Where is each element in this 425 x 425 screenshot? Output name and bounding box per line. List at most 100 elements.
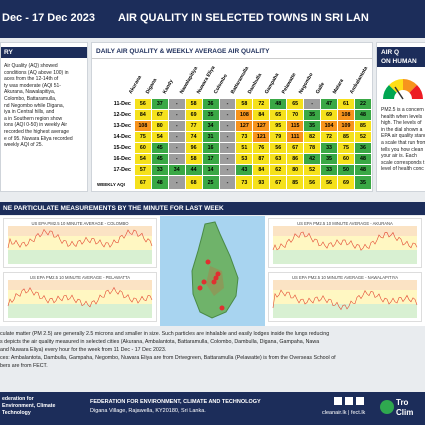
row-label: 12-Dec [96, 109, 135, 121]
trace [7, 286, 153, 308]
gauge [383, 79, 423, 103]
org-short: ederation for Environment, Climate Techn… [2, 396, 56, 416]
column-header: Pelawatte [280, 72, 298, 95]
summary-text: Air Quality (AQ) showed conditions (AQ ab… [4, 63, 88, 149]
aq-cell: 108 [337, 109, 355, 121]
column-header: Negombo [297, 72, 315, 95]
table-row: 13-Dec 108 80-77 34-127 127 95 115 35 104 109 85 [96, 120, 373, 132]
aq-cell: - [218, 175, 237, 190]
aq-cell: - [218, 153, 237, 165]
aq-cell: 25 [201, 175, 220, 190]
column-header: Ambalantota [348, 65, 370, 95]
aq-cell: 48 [269, 98, 288, 110]
aq-cell: 47 [320, 98, 338, 110]
aq-cell: 93 [252, 175, 271, 190]
row-label: WEEKLY AQI [96, 175, 135, 190]
aq-cell: 16 [201, 142, 220, 154]
aq-cell: 58 [184, 98, 203, 110]
summary-panel: RY Air Quality (AQ) showed conditions (AQ… [0, 42, 88, 192]
impact-panel: AIR Q ON HUMAN PM2.5 is a concern health … [376, 42, 425, 192]
aqi-band [273, 290, 417, 304]
aq-cell: 56 [133, 98, 152, 110]
banner-title: AIR QUALITY IN SELECTED TOWNS IN SRI LAN [118, 12, 369, 24]
aq-cell: - [218, 164, 237, 176]
table-row: 17-Dec 57 33 34 44 14-43 84 62 80 52 33 50 48 [96, 164, 373, 176]
summary-line: recorded the highest average [4, 128, 70, 135]
aqi-band [8, 280, 152, 290]
aq-cell: 127 [235, 120, 254, 132]
aq-cell: 127 [252, 120, 271, 132]
aq-cell: 34 [201, 120, 220, 132]
aq-cell: 35 [303, 120, 322, 132]
aq-cell: - [167, 175, 186, 190]
minute-chart-plot [272, 280, 418, 318]
aqi-band [8, 236, 152, 250]
aqi-band [273, 280, 417, 290]
table-panel: DAILY AIR QUALITY & WEEKLY AVERAGE AIR Q… [91, 42, 373, 192]
summary-line: nd Negombo while Digana, [4, 102, 65, 109]
aq-cell: 48 [353, 153, 373, 165]
trace [7, 228, 153, 249]
minute-title: NE PARTICULATE MEASUREMENTS BY THE MINUT… [3, 205, 224, 212]
summary-line: e of 95. Nuwara Eliya recorded [4, 135, 73, 142]
web[interactable]: cleanair.lk | fect.lk [322, 410, 366, 416]
icon-linkedin[interactable] [345, 397, 353, 405]
aq-cell: 35 [353, 175, 373, 190]
aq-cell: 22 [353, 98, 373, 110]
aqi-band [8, 226, 152, 236]
aq-cell: - [218, 109, 237, 121]
minute-chart-plot [7, 226, 153, 264]
column-header: Kandy [161, 78, 175, 95]
note-line: culate matter (PM 2.5) are generally 2.5… [0, 331, 330, 337]
aq-cell: 65 [286, 98, 305, 110]
row-label: 14-Dec [96, 131, 135, 143]
column-header: Digana [144, 77, 159, 95]
aq-cell: - [167, 120, 186, 132]
aq-cell: 35 [320, 153, 338, 165]
note-line: ces: Ambalantota, Dambulla, Gampaha, Neg… [0, 355, 336, 361]
aq-cell: 35 [201, 109, 220, 121]
aq-cell: 36 [201, 98, 220, 110]
aq-cell: 67 [133, 175, 152, 190]
org-address: Digana Village, Rajawella, KY20180, Sri … [90, 408, 206, 414]
divider [92, 58, 372, 59]
aq-cell: 68 [184, 175, 203, 190]
impact-line: a scale that run from [381, 139, 425, 146]
summary-line: conditions (AQ above 100) in [4, 69, 69, 76]
aq-cell: 48 [353, 164, 373, 176]
summary-line: aces from the 12-14th of [4, 76, 59, 83]
aq-cell: 17 [201, 153, 220, 165]
minute-chart-title: US EPA PM2.5 10 MINUTE AVERAGE - PELAWAT… [29, 275, 131, 280]
aq-cell: 54 [150, 131, 169, 143]
aq-cell: 44 [184, 164, 203, 176]
icon-facebook[interactable] [334, 397, 342, 405]
impact-title: AIR Q [381, 49, 400, 56]
aq-cell: 51 [235, 142, 254, 154]
icon-mail[interactable] [356, 397, 364, 405]
brand: Tro Clim [396, 398, 414, 417]
impact-header: AIR Q ON HUMAN [377, 47, 425, 67]
aq-cell: 108 [235, 109, 254, 121]
aq-cell: 111 [286, 131, 305, 143]
impact-text: PM2.5 is a concern health when levels high… [381, 107, 425, 173]
map [160, 216, 265, 326]
aq-cell: 58 [235, 98, 254, 110]
aq-cell: 60 [337, 153, 355, 165]
aq-cell: 85 [353, 120, 373, 132]
impact-line: level of health conc [381, 166, 424, 173]
row-label: 17-Dec [96, 164, 135, 176]
summary-line: Colombo, Battaramulla, [4, 95, 57, 102]
aqi-band [8, 290, 152, 304]
aqi-band [273, 236, 417, 250]
impact-line: high. The levels of [381, 120, 422, 127]
aq-cell: 58 [184, 153, 203, 165]
aq-cell: 48 [353, 109, 373, 121]
footer: ederation for Environment, Climate Techn… [0, 392, 425, 425]
aq-cell: 86 [286, 153, 305, 165]
aq-cell: 73 [235, 175, 254, 190]
aq-cell: 72 [252, 98, 271, 110]
aq-cell: - [167, 153, 186, 165]
row-label: 13-Dec [96, 120, 135, 132]
impact-line: health when levels [381, 113, 423, 120]
aq-cell: - [218, 142, 237, 154]
